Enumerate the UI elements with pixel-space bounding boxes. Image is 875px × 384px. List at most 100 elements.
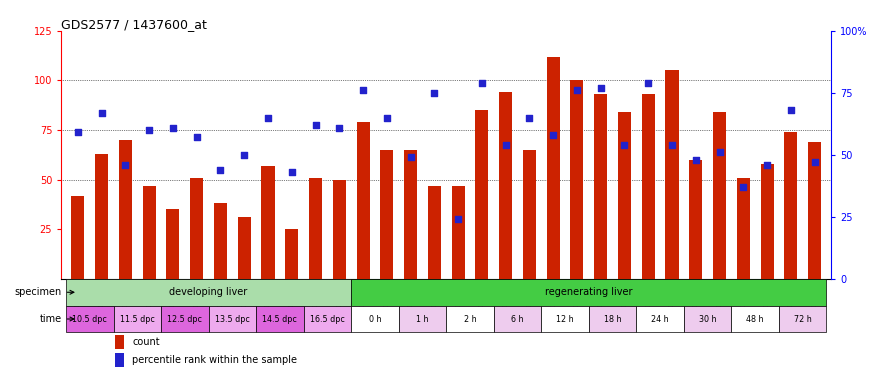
Bar bbox=[542, 306, 589, 333]
Bar bbox=[95, 154, 108, 279]
Text: 1 h: 1 h bbox=[416, 314, 429, 323]
Bar bbox=[475, 110, 488, 279]
Text: developing liver: developing liver bbox=[170, 287, 248, 297]
Point bbox=[118, 162, 132, 168]
Text: 2 h: 2 h bbox=[464, 314, 476, 323]
Bar bbox=[690, 160, 703, 279]
Bar bbox=[547, 56, 560, 279]
Bar bbox=[238, 217, 251, 279]
Text: percentile rank within the sample: percentile rank within the sample bbox=[132, 355, 298, 365]
Point bbox=[689, 157, 703, 163]
Point bbox=[570, 87, 584, 93]
Bar bbox=[166, 209, 179, 279]
Point bbox=[214, 167, 228, 173]
Text: 0 h: 0 h bbox=[368, 314, 382, 323]
Point bbox=[332, 124, 346, 131]
Bar bbox=[256, 306, 304, 333]
Text: 13.5 dpc: 13.5 dpc bbox=[215, 314, 249, 323]
Bar bbox=[356, 122, 369, 279]
Bar bbox=[66, 306, 114, 333]
Bar bbox=[72, 195, 84, 279]
Text: 16.5 dpc: 16.5 dpc bbox=[310, 314, 345, 323]
Point bbox=[71, 129, 85, 136]
Point bbox=[380, 114, 394, 121]
Text: time: time bbox=[39, 314, 74, 324]
Bar bbox=[190, 178, 203, 279]
Bar bbox=[760, 164, 774, 279]
Point bbox=[284, 169, 298, 175]
Point bbox=[665, 142, 679, 148]
Bar bbox=[332, 180, 346, 279]
Bar bbox=[351, 306, 399, 333]
Text: GDS2577 / 1437600_at: GDS2577 / 1437600_at bbox=[61, 18, 207, 31]
Point bbox=[522, 114, 536, 121]
Text: 11.5 dpc: 11.5 dpc bbox=[120, 314, 155, 323]
Point bbox=[784, 107, 798, 113]
Bar bbox=[737, 178, 750, 279]
Bar bbox=[523, 150, 536, 279]
Point bbox=[94, 109, 108, 116]
Bar bbox=[399, 306, 446, 333]
Bar bbox=[589, 306, 636, 333]
Bar bbox=[499, 92, 512, 279]
Text: 18 h: 18 h bbox=[604, 314, 621, 323]
Text: specimen: specimen bbox=[15, 287, 74, 297]
Point bbox=[190, 134, 204, 141]
Bar bbox=[452, 185, 465, 279]
Point bbox=[356, 87, 370, 93]
Text: 72 h: 72 h bbox=[794, 314, 812, 323]
Text: 12 h: 12 h bbox=[556, 314, 574, 323]
Bar bbox=[143, 185, 156, 279]
Bar bbox=[404, 150, 417, 279]
Bar bbox=[208, 306, 256, 333]
Point bbox=[427, 90, 441, 96]
Bar bbox=[446, 306, 493, 333]
Bar bbox=[428, 185, 441, 279]
Point bbox=[546, 132, 560, 138]
Bar bbox=[351, 279, 827, 306]
Point bbox=[499, 142, 513, 148]
Bar bbox=[309, 178, 322, 279]
Text: 30 h: 30 h bbox=[699, 314, 717, 323]
Bar bbox=[732, 306, 779, 333]
Point bbox=[618, 142, 632, 148]
Point bbox=[452, 216, 466, 222]
Point bbox=[760, 162, 774, 168]
Text: 14.5 dpc: 14.5 dpc bbox=[262, 314, 298, 323]
Bar bbox=[304, 306, 351, 333]
Bar bbox=[66, 279, 351, 306]
Bar bbox=[116, 353, 124, 367]
Bar bbox=[161, 306, 208, 333]
Point bbox=[309, 122, 323, 128]
Bar bbox=[808, 142, 821, 279]
Bar bbox=[666, 70, 678, 279]
Bar bbox=[570, 80, 584, 279]
Point bbox=[166, 124, 180, 131]
Text: 48 h: 48 h bbox=[746, 314, 764, 323]
Text: count: count bbox=[132, 337, 160, 347]
Bar bbox=[636, 306, 684, 333]
Point bbox=[475, 80, 489, 86]
Bar bbox=[285, 229, 298, 279]
Point bbox=[403, 154, 417, 161]
Text: 24 h: 24 h bbox=[651, 314, 669, 323]
Point bbox=[594, 85, 608, 91]
Point bbox=[737, 184, 751, 190]
Bar bbox=[116, 335, 124, 349]
Bar bbox=[713, 112, 726, 279]
Bar bbox=[381, 150, 394, 279]
Bar bbox=[641, 94, 654, 279]
Bar bbox=[262, 166, 275, 279]
Text: regenerating liver: regenerating liver bbox=[545, 287, 633, 297]
Text: 10.5 dpc: 10.5 dpc bbox=[73, 314, 108, 323]
Bar bbox=[594, 94, 607, 279]
Bar bbox=[684, 306, 732, 333]
Bar bbox=[618, 112, 631, 279]
Text: 6 h: 6 h bbox=[511, 314, 524, 323]
Point bbox=[237, 152, 251, 158]
Point bbox=[712, 149, 726, 156]
Bar bbox=[214, 204, 227, 279]
Point bbox=[641, 80, 655, 86]
Bar bbox=[784, 132, 797, 279]
Bar bbox=[779, 306, 827, 333]
